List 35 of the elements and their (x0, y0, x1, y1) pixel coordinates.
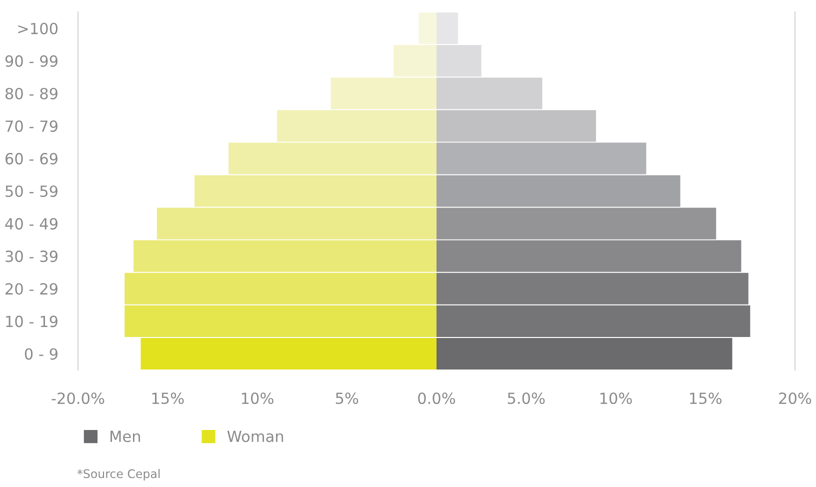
x-tick-label: 5.0% (508, 392, 545, 404)
bar (228, 142, 436, 174)
x-tick-label: 10% (242, 392, 274, 404)
bar (436, 175, 680, 207)
bar (124, 272, 436, 304)
legend-label: Woman (227, 430, 284, 442)
y-tick-label: 40 - 49 (5, 218, 58, 230)
bar (134, 240, 436, 272)
y-tick-label: 30 - 39 (6, 250, 58, 262)
y-tick-label: 10 - 19 (6, 316, 58, 328)
y-tick-label: 20 - 29 (6, 283, 58, 295)
y-tick-label: 50 - 59 (6, 185, 58, 198)
y-tick-label: 70 - 79 (6, 120, 58, 132)
bar (194, 175, 436, 207)
bar (330, 78, 436, 110)
y-tick-label: 60 - 69 (6, 152, 58, 164)
y-tick-label: >100 (18, 22, 58, 34)
y-tick-label: 0 - 9 (24, 348, 58, 360)
x-tick-label: 20% (779, 392, 812, 404)
text: *Source Cepal (77, 469, 160, 480)
bar (436, 142, 646, 174)
bar (140, 338, 436, 370)
x-tick-label: 5% (336, 392, 358, 404)
y-tick-label: 90 - 99 (5, 55, 58, 67)
bar (156, 208, 436, 240)
x-tick-label: -20.0% (52, 392, 104, 404)
bar (276, 110, 436, 142)
bar (436, 110, 596, 142)
x-tick-label: 15% (152, 392, 184, 404)
x-tick-label: 15% (690, 392, 722, 404)
x-tick-label: 0.0% (418, 392, 456, 404)
y-tick-label: 80 - 89 (5, 88, 58, 100)
x-tick-label: 10% (600, 392, 632, 404)
legend-label: Men (110, 430, 140, 442)
bar (124, 305, 436, 337)
